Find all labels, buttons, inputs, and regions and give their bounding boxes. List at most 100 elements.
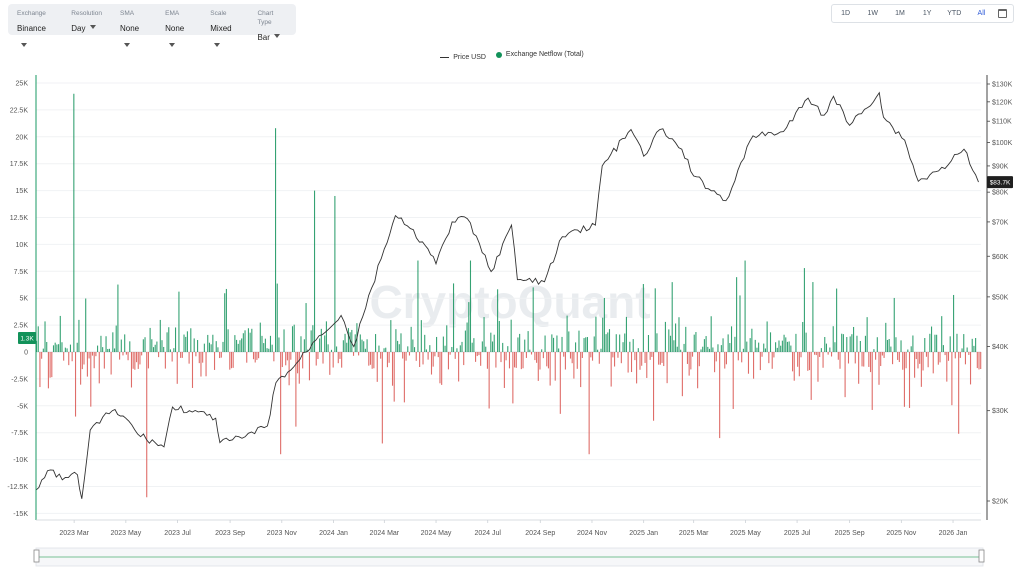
netflow-bar (932, 352, 934, 374)
exchange-select[interactable]: Exchange Binance (8, 4, 62, 47)
netflow-bar (705, 336, 707, 352)
x-tick-label: 2023 Mar (59, 530, 89, 537)
netflow-bar (452, 283, 455, 352)
netflow-bar (863, 352, 865, 367)
netflow-bar (288, 352, 290, 386)
left-tick-label: -10K (13, 457, 28, 464)
netflow-bar (708, 348, 711, 352)
netflow-bar (398, 344, 400, 352)
sma-value: None (119, 24, 140, 33)
netflow-bar (227, 329, 229, 352)
ema-select[interactable]: EMA None (156, 4, 201, 47)
netflow-bar (36, 340, 38, 352)
netflow-bar (522, 352, 524, 369)
netflow-bar (361, 339, 363, 352)
netflow-bar (200, 352, 202, 377)
netflow-bar (554, 352, 556, 381)
netflow-bar (176, 352, 178, 384)
netflow-bar (790, 345, 792, 352)
netflow-bar (859, 340, 861, 352)
netflow-bar (285, 352, 287, 366)
netflow-bar (869, 352, 872, 373)
netflow-bars (36, 93, 982, 498)
resolution-select[interactable]: Resolution Day (62, 4, 111, 35)
netflow-bar (334, 195, 336, 352)
netflow-bar (690, 352, 692, 370)
netflow-bar (944, 352, 946, 356)
netflow-bar (978, 352, 980, 370)
netflow-bar (876, 337, 878, 352)
netflow-bar (252, 352, 255, 360)
netflow-bar (693, 334, 695, 352)
netflow-bar (158, 352, 160, 358)
x-tick-label: 2024 Jan (319, 530, 348, 537)
netflow-bar (907, 349, 909, 352)
netflow-bar (59, 315, 61, 352)
netflow-bar (347, 328, 349, 352)
netflow-bar (517, 337, 519, 352)
netflow-bar (510, 319, 512, 352)
netflow-bar (727, 334, 729, 352)
netflow-bar (630, 352, 633, 373)
netflow-bar (710, 316, 712, 352)
legend-item-netflow[interactable]: Exchange Netflow (Total) (495, 51, 584, 58)
netflow-bar (649, 352, 651, 360)
calendar-icon[interactable] (998, 9, 1008, 18)
netflow-bar (188, 352, 190, 364)
netflow-bar (502, 342, 504, 352)
netflow-bar (476, 352, 478, 357)
netflow-bar (39, 352, 41, 388)
netflow-bar (671, 282, 673, 352)
netflow-bar (425, 349, 427, 352)
netflow-bar (258, 352, 260, 359)
legend-item-price[interactable]: Price USD (440, 54, 486, 61)
range-1m-button[interactable]: 1M (895, 10, 905, 17)
netflow-bar (49, 352, 51, 378)
range-ytd-button[interactable]: YTD (947, 10, 962, 17)
netflow-bar (676, 346, 678, 352)
netflow-bar (486, 352, 488, 369)
netflow-bar (925, 352, 928, 357)
netflow-bar (317, 352, 319, 360)
netflow-bar (202, 352, 204, 363)
netflow-bar (749, 338, 751, 352)
right-tick-label: $110K (992, 119, 1012, 126)
range-1d-button[interactable]: 1D (841, 10, 851, 17)
scale-select[interactable]: Scale Mixed (201, 4, 248, 47)
netflow-bar (936, 334, 938, 352)
netflow-bar (551, 334, 553, 352)
netflow-bar (52, 345, 55, 352)
netflow-bar (873, 349, 875, 352)
netflow-bar (719, 352, 721, 439)
left-tick-label: 2.5K (14, 323, 29, 330)
netflow-bar (324, 335, 326, 352)
netflow-bar (210, 344, 212, 352)
range-1y-button[interactable]: 1Y (922, 10, 932, 17)
chart-type-select[interactable]: Chart Type Bar (248, 4, 296, 42)
netflow-bar (858, 352, 860, 384)
netflow-bar (456, 348, 458, 352)
netflow-bar (42, 348, 44, 352)
netflow-bar (152, 347, 155, 352)
netflow-bar (124, 334, 126, 352)
netflow-bar (681, 352, 683, 397)
range-1w-button[interactable]: 1W (867, 10, 879, 17)
netflow-bar (739, 295, 741, 352)
navigator-right-handle[interactable] (978, 549, 985, 563)
netflow-bar (820, 348, 822, 352)
netflow-bar (97, 345, 99, 352)
sma-select[interactable]: SMA None (111, 4, 156, 47)
netflow-bar (724, 352, 726, 369)
netflow-bar (520, 352, 522, 370)
netflow-bar (530, 352, 533, 355)
netflow-bar (242, 333, 244, 352)
netflow-bar (959, 352, 961, 358)
left-tick-label: -7.5K (11, 430, 28, 437)
left-tick-label: 22.5K (10, 107, 29, 114)
netflow-bar (434, 352, 436, 357)
right-tick-label: $90K (992, 163, 1009, 170)
netflow-bar (730, 326, 733, 352)
left-tick-label: 10K (16, 242, 29, 249)
range-all-button[interactable]: All (977, 10, 986, 17)
navigator-left-handle[interactable] (33, 549, 40, 563)
